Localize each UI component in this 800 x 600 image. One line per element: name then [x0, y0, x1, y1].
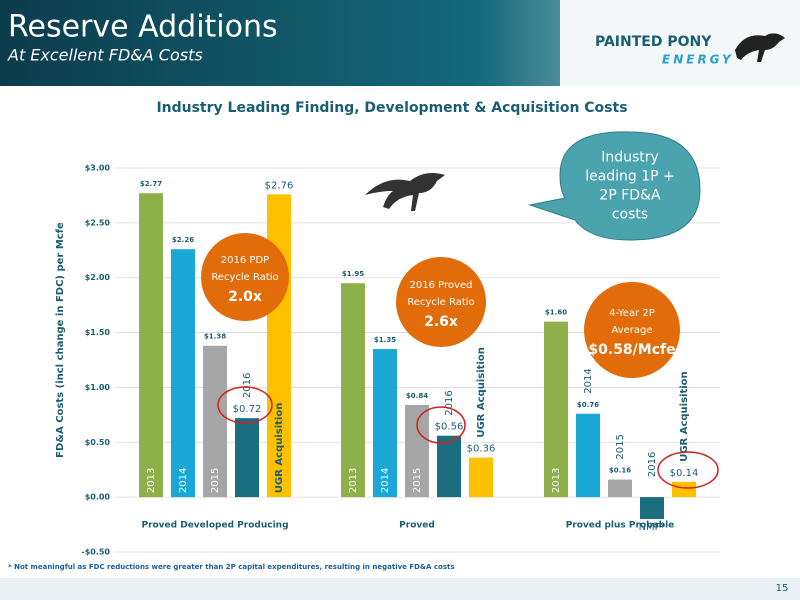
value-label: $2.26 — [172, 236, 194, 244]
value-label: $2.77 — [140, 180, 162, 188]
annotation-circle — [396, 257, 486, 347]
slide-subtitle: At Excellent FD&A Costs — [7, 46, 203, 65]
series-label: 2016 — [242, 373, 253, 398]
page-number: 15 — [776, 583, 789, 594]
series-label: 2013 — [146, 468, 157, 493]
series-label: 2016 — [647, 452, 658, 477]
annotations: 2016 PDP Recycle Ratio 2.0x 2016 Proved Recy… — [201, 131, 719, 489]
annotation-text: 2P FD&A — [599, 188, 661, 204]
x-tick-label: Proved — [399, 521, 435, 531]
slide-title: Reserve Additions — [8, 10, 278, 45]
bar — [576, 413, 600, 498]
value-label: $0.72 — [233, 404, 262, 415]
value-label: $0.56 — [435, 422, 464, 433]
bar — [608, 479, 632, 498]
annotation-text: 2.0x — [228, 289, 262, 305]
plot: -$0.50 $0.00 $0.50 $1.00 $1.50 $2.00 $2.50 $3.0… — [81, 164, 720, 557]
bar — [139, 193, 163, 498]
horse-icon — [365, 173, 445, 211]
annotation-circle — [584, 282, 680, 378]
annotation-text: Recycle Ratio — [407, 297, 474, 308]
highlight-ring — [657, 451, 719, 489]
highlight-ring — [217, 386, 273, 424]
value-label: $0.14 — [670, 468, 699, 479]
y-axis-label: FD&A Costs (incl change in FDC) per Mcfe — [55, 222, 66, 458]
logo-line2: ENERGY — [662, 53, 734, 67]
logo-horse — [735, 33, 785, 62]
annotation-text: 2.6x — [424, 314, 458, 330]
bar — [203, 345, 227, 498]
value-label: $1.95 — [342, 270, 364, 278]
series-label: 2015 — [615, 434, 626, 459]
annotation-text: Recycle Ratio — [211, 272, 278, 283]
series-label: 2015 — [412, 468, 423, 493]
x-tick-label: Proved plus Probable — [566, 521, 675, 531]
y-tick-label: -$0.50 — [81, 548, 110, 557]
annotation-circle — [201, 233, 289, 321]
value-label: $0.16 — [609, 467, 631, 475]
series-label: 2015 — [210, 468, 221, 493]
bar — [341, 283, 365, 498]
annotation-text: Average — [611, 325, 652, 336]
value-label: $1.38 — [204, 333, 226, 341]
value-label: $0.76 — [577, 401, 599, 409]
y-tick-label: $2.00 — [85, 273, 111, 282]
annotation-text: leading 1P + — [585, 169, 675, 185]
y-tick-label: $3.00 — [85, 164, 111, 173]
series-label: 2013 — [348, 468, 359, 493]
chart-title: Industry Leading Finding, Development & … — [156, 100, 627, 116]
y-tick-label: $1.00 — [85, 383, 111, 392]
bar — [235, 418, 259, 498]
annotation-text: Industry — [601, 150, 659, 166]
annotation-text: 2016 PDP — [221, 255, 269, 266]
series-label: UGR Acquisition — [679, 371, 690, 461]
series-label: 2013 — [551, 468, 562, 493]
value-label: NMF* — [639, 522, 666, 533]
value-label: $0.36 — [467, 444, 496, 455]
value-label: $1.35 — [374, 336, 396, 344]
y-tick-label: $2.50 — [85, 218, 111, 227]
annotation-text: costs — [612, 207, 648, 223]
annotation-text: 2016 Proved — [410, 280, 473, 291]
x-tick-label: Proved Developed Producing — [141, 521, 288, 531]
y-tick-label: $1.50 — [85, 328, 111, 337]
value-label: $1.60 — [545, 309, 567, 317]
annotation-text: $0.58/Mcfe — [588, 342, 675, 358]
bar — [469, 457, 493, 498]
logo-line1: PAINTED PONY — [595, 34, 712, 50]
series-label: 2014 — [178, 468, 189, 493]
footer-band — [0, 578, 800, 600]
series-label: 2014 — [380, 468, 391, 493]
bar — [437, 435, 461, 498]
y-tick-label: $0.00 — [85, 493, 111, 502]
bar — [544, 321, 568, 498]
callout — [528, 131, 701, 241]
series-label: UGR Acquisition — [274, 403, 285, 493]
series-label: 2014 — [583, 368, 594, 393]
bar — [672, 481, 696, 498]
value-label: $0.84 — [406, 392, 428, 400]
value-label: $2.76 — [265, 180, 294, 191]
footnote: * Not meaningful as FDC reductions were … — [8, 563, 455, 571]
annotation-text: 4-Year 2P — [609, 308, 655, 319]
highlight-ring — [416, 406, 466, 444]
series-label: 2016 — [444, 390, 455, 415]
y-tick-label: $0.50 — [85, 438, 111, 447]
bar — [171, 249, 195, 498]
series-label: UGR Acquisition — [476, 347, 487, 437]
bar — [373, 349, 397, 498]
bar — [640, 497, 664, 520]
